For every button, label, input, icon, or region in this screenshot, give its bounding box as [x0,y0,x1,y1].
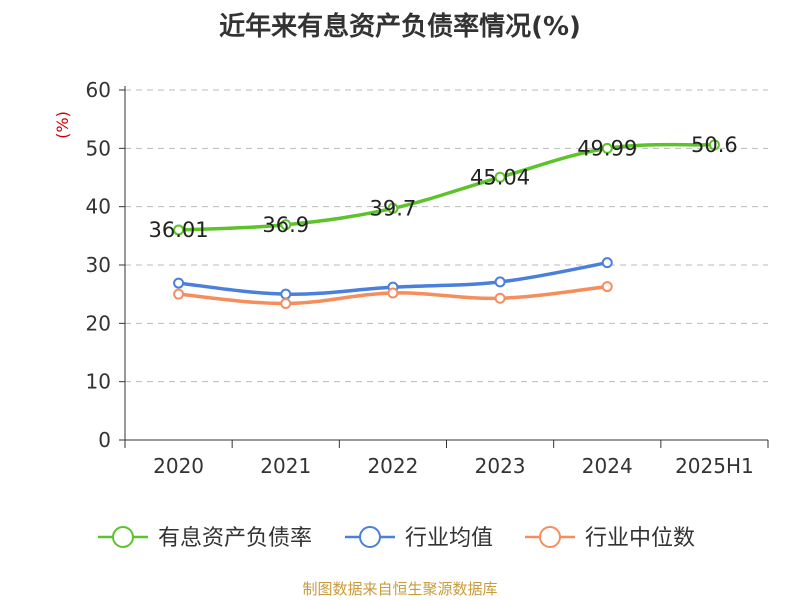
y-tick-label: 40 [86,195,111,219]
y-tick-label: 10 [86,370,111,394]
data-point [601,281,613,293]
data-point [494,171,506,183]
data-source-note: 制图数据来自恒生聚源数据库 [302,580,498,598]
data-point [280,298,292,309]
data-point [494,292,506,304]
axes: 0 10 20 30 40 50 60 2020 2021 2022 2023 2024 2025H1 (… [53,78,769,478]
legend-label: 行业中位数 [585,526,695,551]
data-point [494,276,506,288]
data-label: 45.04 [470,165,530,189]
y-axis-label: (%) [53,111,72,139]
series-line [176,142,717,232]
legend-label: 有息资产负债率 [158,526,312,551]
data-label: 36.9 [262,213,309,237]
x-tick-label: 2021 [260,454,311,478]
legend-swatch-marker [112,526,134,548]
legend-item: 有息资产负债率 [98,526,312,551]
y-tick-label: 60 [86,78,111,102]
data-point [387,287,399,299]
series-lines [173,139,720,309]
data-point [387,202,399,214]
legend: 有息资产负债率 行业均值 行业中位数 [98,526,695,551]
data-point [280,219,292,231]
legend-label: 行业均值 [405,526,493,551]
x-tick-label: 2023 [475,454,526,478]
x-tick-label: 2025H1 [675,454,754,478]
data-label: 49.99 [577,136,637,160]
data-label: 39.7 [370,196,417,220]
y-tick-label: 30 [86,253,111,277]
data-point [173,224,185,236]
data-point [708,139,720,151]
data-label: 50.6 [691,133,738,157]
grid-lines [125,89,768,383]
y-tick-label: 0 [98,428,111,452]
x-tick-label: 2020 [153,454,204,478]
data-point [173,277,185,289]
legend-item: 行业均值 [345,526,493,551]
x-tick-label: 2024 [582,454,633,478]
data-point [280,288,292,300]
y-tick-label: 20 [86,311,111,335]
y-tick-label: 50 [86,136,111,160]
data-label: 36.01 [149,218,209,242]
x-tick-label: 2022 [367,454,418,478]
chart-title: 近年来有息资产负债率情况(%) [219,12,581,42]
data-point [601,142,613,154]
legend-item: 行业中位数 [525,526,695,551]
legend-swatch-marker [539,526,561,548]
legend-swatch-marker [359,526,381,548]
data-labels: 36.01 36.9 39.7 45.04 49.99 50.6 [149,133,738,242]
data-point [173,288,185,300]
data-point [601,257,613,269]
